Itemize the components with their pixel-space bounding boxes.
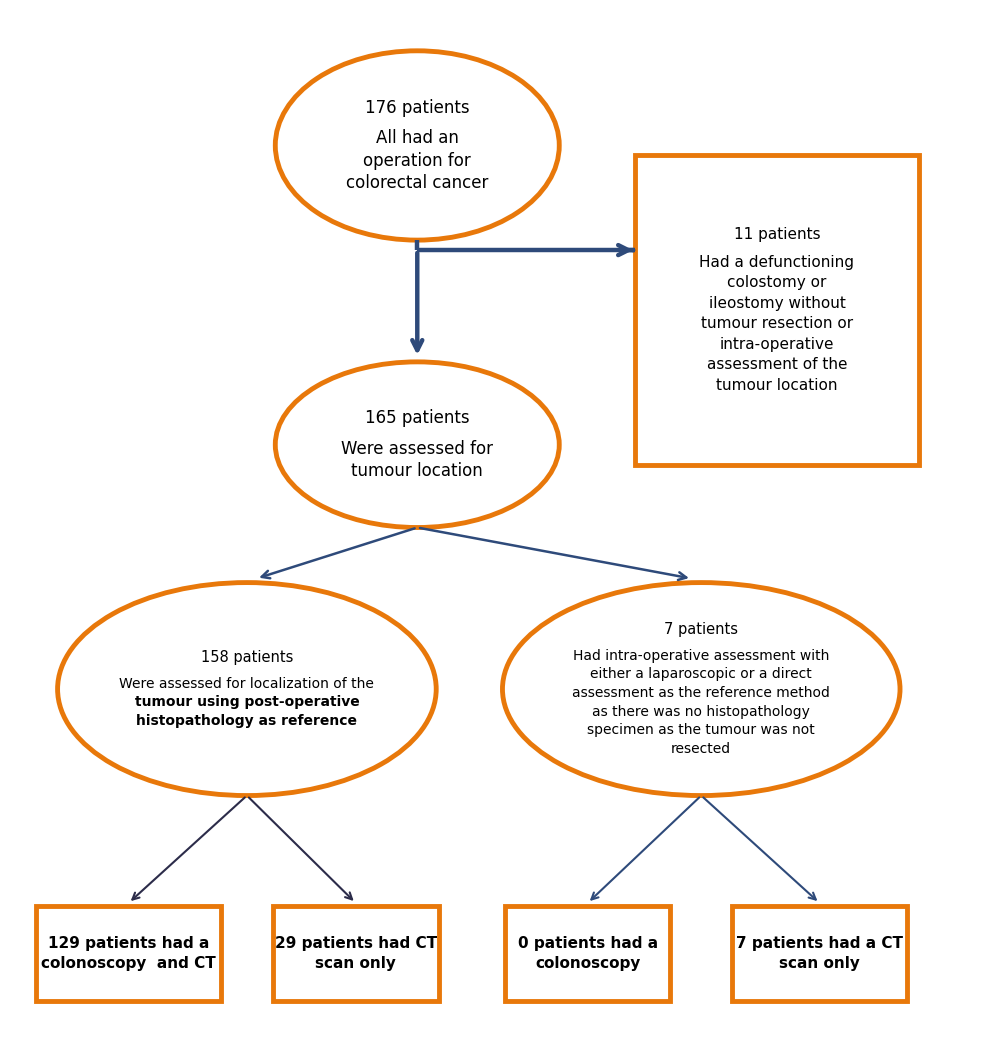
Text: histopathology as reference: histopathology as reference bbox=[136, 714, 357, 728]
Ellipse shape bbox=[57, 583, 436, 796]
FancyBboxPatch shape bbox=[36, 906, 221, 1001]
Text: 7 patients had a CT: 7 patients had a CT bbox=[737, 936, 903, 951]
Text: Were assessed for: Were assessed for bbox=[341, 439, 493, 458]
Ellipse shape bbox=[275, 51, 559, 240]
Text: tumour using post-operative: tumour using post-operative bbox=[134, 695, 359, 710]
Text: either a laparoscopic or a direct: either a laparoscopic or a direct bbox=[591, 667, 812, 682]
FancyBboxPatch shape bbox=[273, 906, 439, 1001]
Text: colorectal cancer: colorectal cancer bbox=[346, 175, 488, 192]
Ellipse shape bbox=[275, 362, 559, 528]
Text: intra-operative: intra-operative bbox=[720, 337, 834, 351]
Text: 0 patients had a: 0 patients had a bbox=[518, 936, 658, 951]
Text: tumour location: tumour location bbox=[716, 378, 838, 393]
Text: as there was no histopathology: as there was no histopathology bbox=[593, 704, 810, 719]
Text: tumour resection or: tumour resection or bbox=[701, 316, 853, 331]
Text: colonoscopy  and CT: colonoscopy and CT bbox=[41, 956, 216, 971]
Text: resected: resected bbox=[671, 742, 732, 755]
Text: operation for: operation for bbox=[364, 152, 471, 169]
FancyBboxPatch shape bbox=[635, 156, 919, 464]
Text: Had a defunctioning: Had a defunctioning bbox=[699, 255, 855, 269]
Text: 11 patients: 11 patients bbox=[734, 228, 820, 242]
Text: assessment as the reference method: assessment as the reference method bbox=[572, 686, 830, 700]
Text: 165 patients: 165 patients bbox=[365, 409, 469, 427]
Text: colostomy or: colostomy or bbox=[728, 275, 826, 290]
Text: 158 patients: 158 patients bbox=[201, 650, 293, 665]
Text: 129 patients had a: 129 patients had a bbox=[48, 936, 209, 951]
Text: tumour location: tumour location bbox=[351, 462, 483, 480]
Text: 29 patients had CT: 29 patients had CT bbox=[275, 936, 437, 951]
Text: scan only: scan only bbox=[316, 956, 396, 971]
Text: assessment of the: assessment of the bbox=[707, 357, 847, 372]
Text: Had intra-operative assessment with: Had intra-operative assessment with bbox=[573, 648, 829, 663]
Ellipse shape bbox=[503, 583, 900, 796]
Text: specimen as the tumour was not: specimen as the tumour was not bbox=[588, 723, 815, 738]
FancyBboxPatch shape bbox=[732, 906, 907, 1001]
Text: ileostomy without: ileostomy without bbox=[709, 296, 845, 311]
Text: 176 patients: 176 patients bbox=[365, 99, 469, 116]
FancyBboxPatch shape bbox=[505, 906, 670, 1001]
Text: scan only: scan only bbox=[779, 956, 860, 971]
Text: colonoscopy: colonoscopy bbox=[535, 956, 640, 971]
Text: 7 patients: 7 patients bbox=[665, 622, 739, 637]
Text: All had an: All had an bbox=[376, 129, 458, 148]
Text: Were assessed for localization of the: Were assessed for localization of the bbox=[119, 676, 375, 691]
